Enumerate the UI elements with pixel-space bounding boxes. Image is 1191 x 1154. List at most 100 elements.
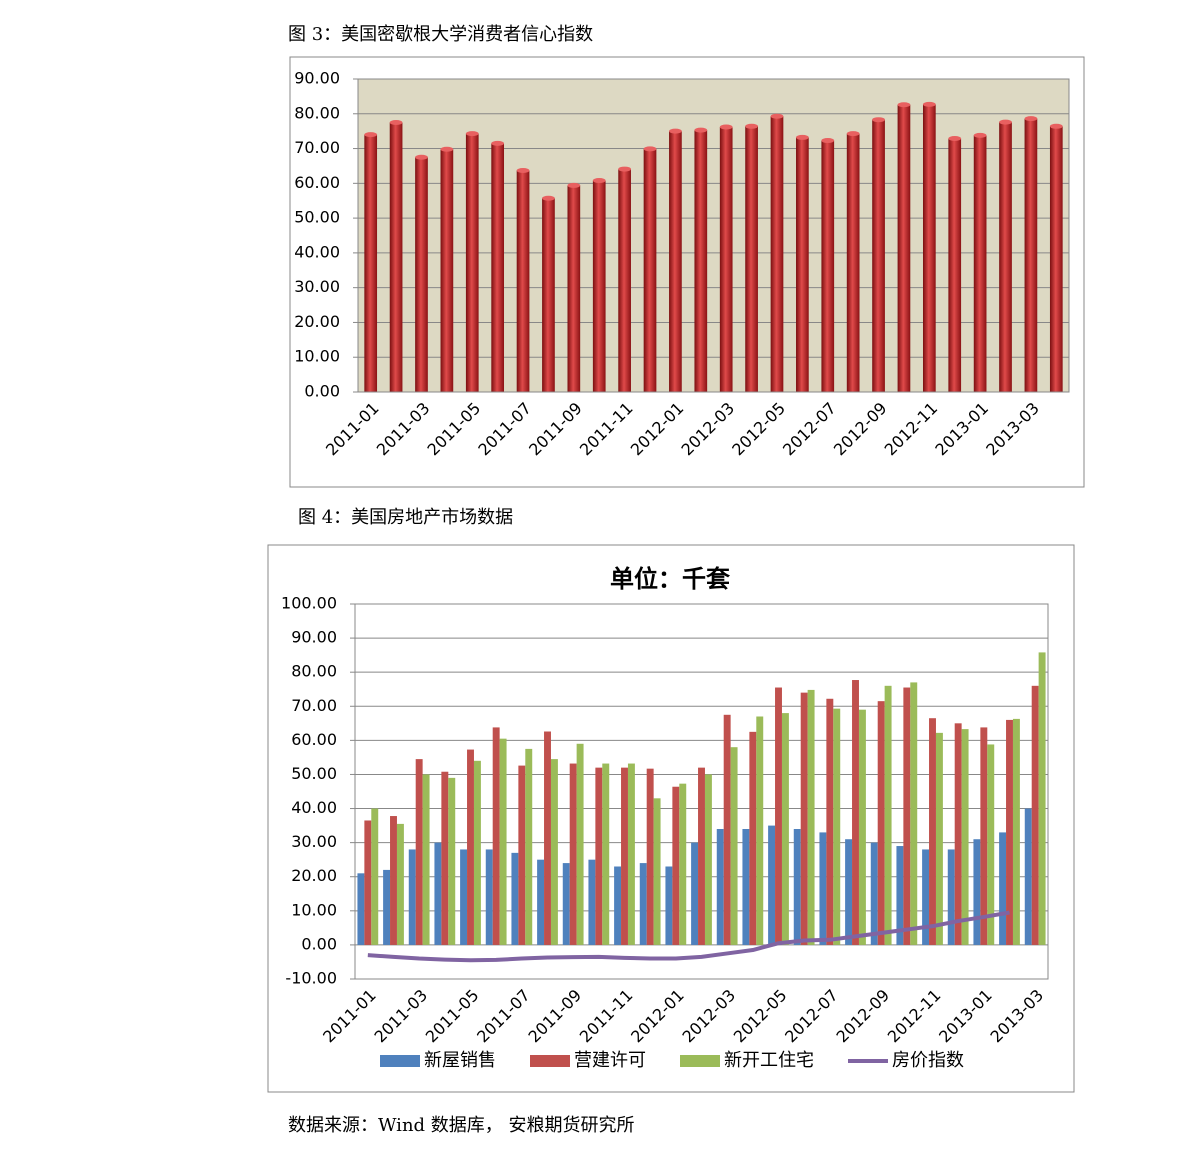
bar (1006, 719, 1013, 945)
bar (781, 713, 789, 945)
bar (434, 842, 442, 945)
bar (588, 859, 596, 945)
bar (537, 859, 545, 945)
bar (371, 808, 379, 945)
bar (473, 760, 481, 945)
bar (756, 716, 764, 945)
bar-cap (592, 178, 606, 184)
bar (770, 116, 784, 392)
bar-cap (796, 134, 809, 140)
bar (870, 842, 878, 945)
bar (485, 849, 493, 945)
bar (492, 727, 500, 945)
bar (947, 849, 955, 945)
bar (745, 126, 758, 392)
y-tick-label: 60.00 (291, 730, 337, 749)
bar (961, 729, 969, 945)
bar (954, 723, 962, 945)
bar (441, 771, 449, 945)
bar (704, 774, 712, 945)
bar (999, 122, 1012, 392)
bar (639, 863, 647, 945)
bar (719, 126, 733, 392)
y-tick-label: 100.00 (281, 594, 337, 613)
bar (544, 731, 551, 945)
bar (569, 763, 577, 945)
bar (973, 135, 987, 392)
plot-area (357, 78, 1070, 393)
bar (845, 839, 853, 945)
bar (646, 768, 654, 945)
bar-cap (897, 102, 911, 108)
bar-cap (770, 113, 784, 119)
bar (448, 777, 456, 945)
bar-cap (999, 119, 1012, 125)
y-tick-label: 80.00 (291, 662, 337, 681)
bar-cap (719, 124, 733, 130)
y-tick-label: 40.00 (294, 242, 340, 261)
bar (415, 759, 423, 945)
bar (910, 682, 918, 945)
bar (516, 170, 530, 392)
bar (897, 104, 911, 392)
y-tick-label: 70.00 (291, 696, 337, 715)
bar (1012, 718, 1020, 945)
bar (440, 149, 454, 392)
bar (499, 738, 507, 945)
bar (550, 759, 558, 945)
bar (672, 786, 680, 945)
y-tick-label: 70.00 (294, 138, 340, 157)
bar (665, 866, 673, 945)
bar (396, 823, 404, 945)
bar (819, 832, 827, 945)
bar (768, 825, 776, 945)
bar-cap (821, 138, 835, 144)
bar-cap (415, 154, 428, 160)
bar (614, 866, 622, 945)
bar-cap (389, 119, 403, 125)
y-tick-label: 0.00 (301, 934, 337, 953)
bar (389, 122, 403, 392)
bar (877, 701, 885, 945)
bar (1024, 118, 1038, 392)
bar (935, 732, 943, 945)
bar-cap (542, 195, 555, 201)
bar (592, 180, 606, 392)
y-tick-label: 40.00 (291, 798, 337, 817)
bar-cap (1049, 123, 1063, 129)
bar (858, 709, 866, 945)
bar-cap (440, 146, 454, 152)
bar (465, 133, 479, 392)
bar (775, 687, 782, 945)
line (367, 910, 1010, 963)
bar-cap (516, 167, 530, 173)
y-tick-label: 30.00 (294, 277, 340, 296)
legend-label: 营建许可 (574, 1050, 646, 1071)
bar (390, 816, 397, 945)
bar (922, 104, 936, 392)
bar (1031, 685, 1039, 945)
bar (415, 157, 428, 392)
bar-cap (745, 123, 758, 129)
bar (852, 680, 859, 945)
bar (846, 133, 860, 392)
bar (653, 798, 661, 945)
bar (383, 869, 391, 945)
bar (1024, 808, 1032, 945)
bar (948, 138, 962, 392)
legend-label: 房价指数 (892, 1050, 964, 1071)
bar (460, 849, 468, 945)
caption: 图 3：美国密歇根大学消费者信心指数 (288, 24, 594, 45)
bar (807, 689, 815, 945)
y-tick-label: 30.00 (291, 832, 337, 851)
y-tick-label: 0.00 (304, 382, 340, 401)
bar (793, 829, 801, 945)
bar (679, 783, 687, 945)
bar-cap (694, 127, 708, 133)
bar (357, 873, 365, 945)
bar (730, 747, 738, 945)
bar-cap (922, 101, 936, 107)
bar (467, 749, 474, 945)
bar (408, 849, 416, 945)
bar-cap (567, 182, 581, 188)
